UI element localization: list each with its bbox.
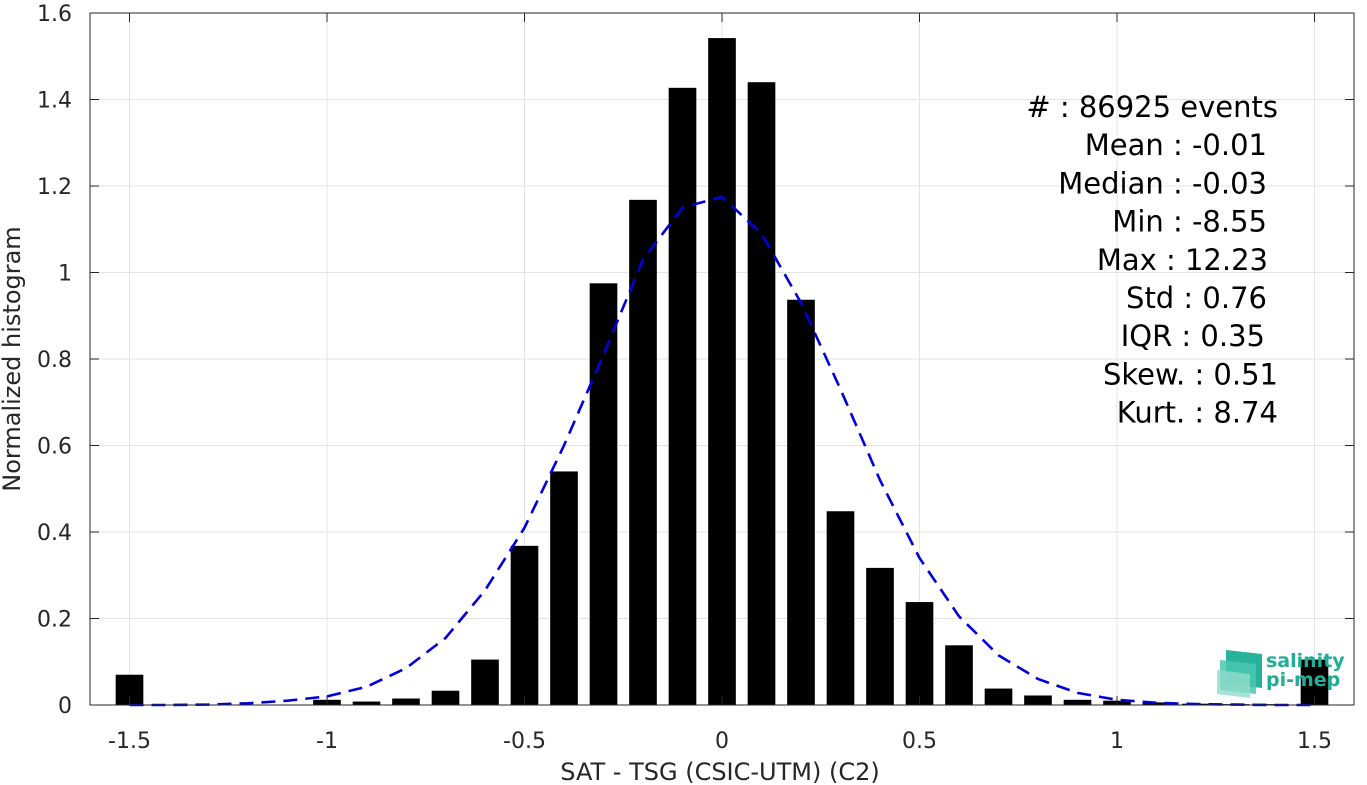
x-axis-title: SAT - TSG (CSIC-UTM) (C2) [560, 758, 879, 785]
x-tick-label: 0.5 [902, 729, 937, 754]
histogram-bar [1024, 695, 1052, 705]
y-tick-label: 1.6 [37, 2, 72, 27]
histogram-bars [115, 38, 1329, 705]
x-tick-label: -0.5 [503, 729, 546, 754]
histogram-bar [747, 82, 776, 705]
y-axis-title: Normalized histogram [0, 226, 26, 491]
logo-mark-icon [1217, 650, 1262, 698]
statistics-annotation: # : 86925 events Mean : -0.01 Median : -0.… [1026, 90, 1278, 430]
stat-line: Mean : -0.01 [1085, 128, 1267, 162]
x-tick-labels: -1.5 -1 -0.5 0 0.5 1 1.5 [108, 729, 1332, 754]
y-tick-label: 0 [58, 694, 72, 719]
y-tick-label: 0.4 [37, 521, 72, 546]
stat-line: Median : -0.03 [1058, 166, 1267, 200]
histogram-bar [510, 545, 539, 705]
histogram-bar [392, 698, 420, 705]
stat-line: Skew. : 0.51 [1103, 357, 1278, 391]
x-tick-label: 0 [715, 729, 729, 754]
histogram-bar [787, 299, 815, 705]
histogram-bar [866, 567, 894, 705]
logo-line-salinity: salinity [1266, 650, 1345, 672]
histogram-bar [1063, 699, 1092, 705]
x-tick-label: -1.5 [108, 729, 151, 754]
histogram-bar [550, 471, 578, 705]
stat-line: IQR : 0.35 [1121, 319, 1265, 353]
histogram-bar [984, 688, 1013, 705]
x-tick-label: 1.5 [1297, 729, 1332, 754]
y-tick-label: 0.8 [37, 348, 72, 373]
histogram-bar [471, 659, 499, 705]
histogram-bar [352, 701, 381, 705]
histogram-bar [708, 38, 736, 705]
stat-line: Min : -8.55 [1112, 205, 1267, 239]
y-tick-label: 0.2 [37, 608, 72, 633]
axis-ticks [90, 12, 1354, 706]
stat-line: # : 86925 events [1026, 90, 1278, 124]
stat-line: Std : 0.76 [1126, 281, 1267, 315]
histogram-bar [905, 602, 934, 705]
x-tick-label: -1 [316, 729, 338, 754]
salinity-pi-mep-logo: salinity pi-mep [1217, 650, 1345, 698]
y-tick-labels: 0 0.2 0.4 0.6 0.8 1 1.2 1.4 1.6 [37, 2, 72, 719]
x-tick-label: 1 [1110, 729, 1124, 754]
y-tick-label: 1.2 [37, 175, 72, 200]
histogram-bar [629, 199, 657, 705]
gaussian-fit-curve [129, 195, 1315, 707]
histogram-bar [668, 87, 697, 705]
y-tick-label: 1 [58, 262, 72, 287]
stat-line: Max : 12.23 [1097, 243, 1268, 277]
y-tick-label: 1.4 [37, 89, 72, 114]
stat-line: Kurt. : 8.74 [1117, 396, 1278, 430]
histogram-bar [589, 283, 618, 705]
histogram-bar [431, 690, 460, 705]
histogram-bar [945, 645, 973, 705]
logo-line-pi-mep: pi-mep [1266, 669, 1340, 691]
histogram-bar [826, 511, 855, 705]
y-tick-label: 0.6 [37, 435, 72, 460]
histogram-bar [1142, 702, 1171, 705]
